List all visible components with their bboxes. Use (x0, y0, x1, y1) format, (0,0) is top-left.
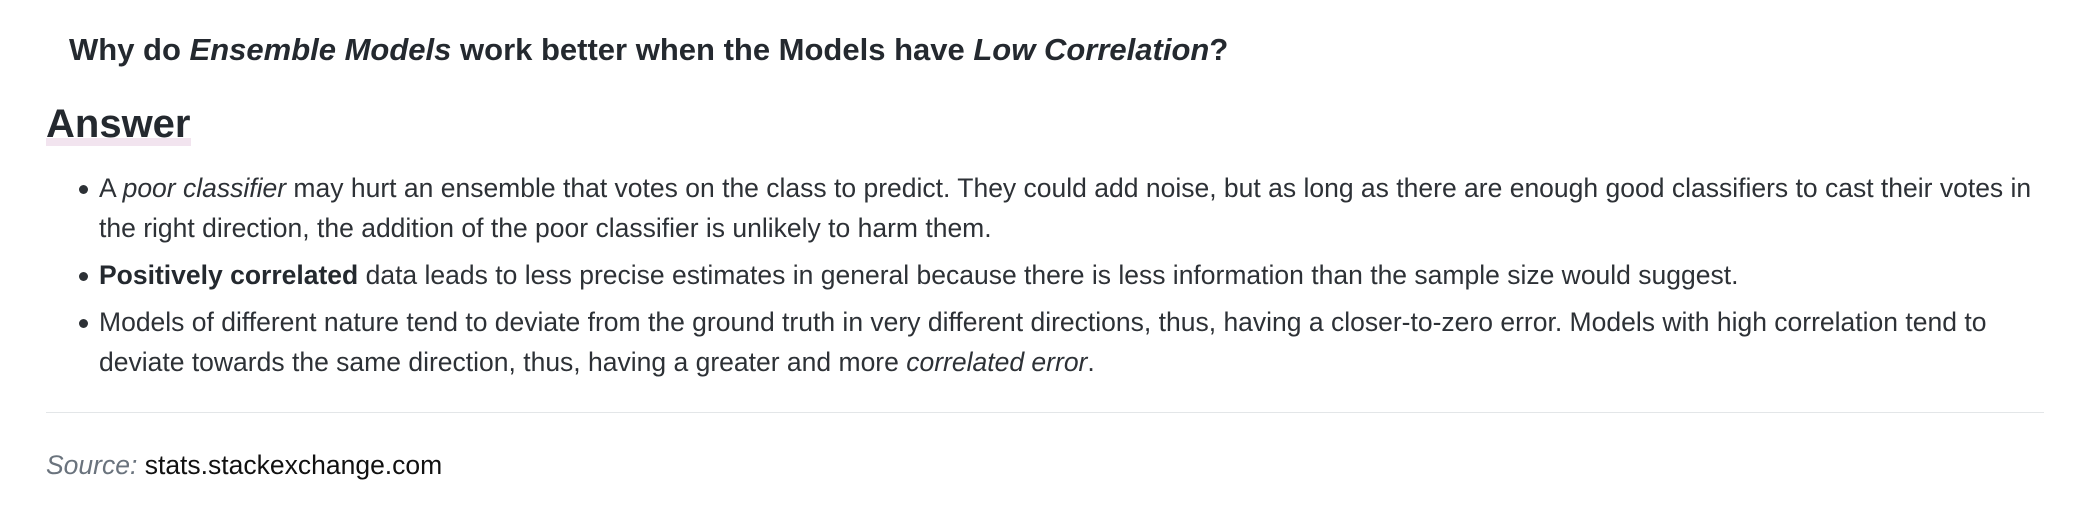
source-label: Source: (46, 450, 138, 480)
question-text-3: ? (1209, 32, 1229, 67)
question-title: Why do Ensemble Models work better when … (69, 30, 1228, 70)
bullet-text: A (99, 173, 123, 203)
answer-bullet-list: A poor classifier may hurt an ensemble t… (46, 168, 2044, 389)
bullet-dot-icon (79, 185, 88, 194)
bullet-text: . (1087, 347, 1095, 377)
question-emphasis-low-correlation: Low Correlation (973, 32, 1210, 67)
divider (46, 412, 2044, 413)
bullet-dot-icon (79, 272, 88, 281)
question-text-2: work better when the Models have (451, 32, 974, 67)
bullet-text: Models of different nature tend to devia… (99, 307, 1987, 377)
bullet-text: data leads to less precise estimates in … (358, 260, 1739, 290)
bullet-emphasis: correlated error (906, 347, 1088, 377)
bullet-text: may hurt an ensemble that votes on the c… (99, 173, 2032, 243)
question-emphasis-ensemble-models: Ensemble Models (189, 32, 452, 67)
source-site: stats.stackexchange.com (144, 450, 443, 480)
question-text-1: Why do (69, 32, 190, 67)
bullet-strong: Positively correlated (99, 260, 359, 290)
bullet-dot-icon (79, 319, 88, 328)
answer-heading: Answer (46, 102, 191, 146)
bullet-item-poor-classifier: A poor classifier may hurt an ensemble t… (46, 168, 2044, 248)
source-line: Source: stats.stackexchange.com (46, 447, 442, 483)
bullet-item-model-deviation: Models of different nature tend to devia… (46, 302, 2044, 382)
bullet-item-positively-correlated: Positively correlated data leads to less… (46, 255, 2044, 295)
bullet-emphasis: poor classifier (122, 173, 287, 203)
